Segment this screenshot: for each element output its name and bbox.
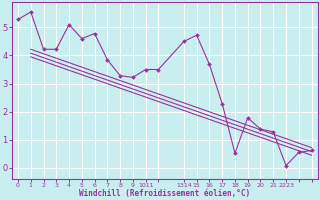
X-axis label: Windchill (Refroidissement éolien,°C): Windchill (Refroidissement éolien,°C) bbox=[79, 189, 250, 198]
